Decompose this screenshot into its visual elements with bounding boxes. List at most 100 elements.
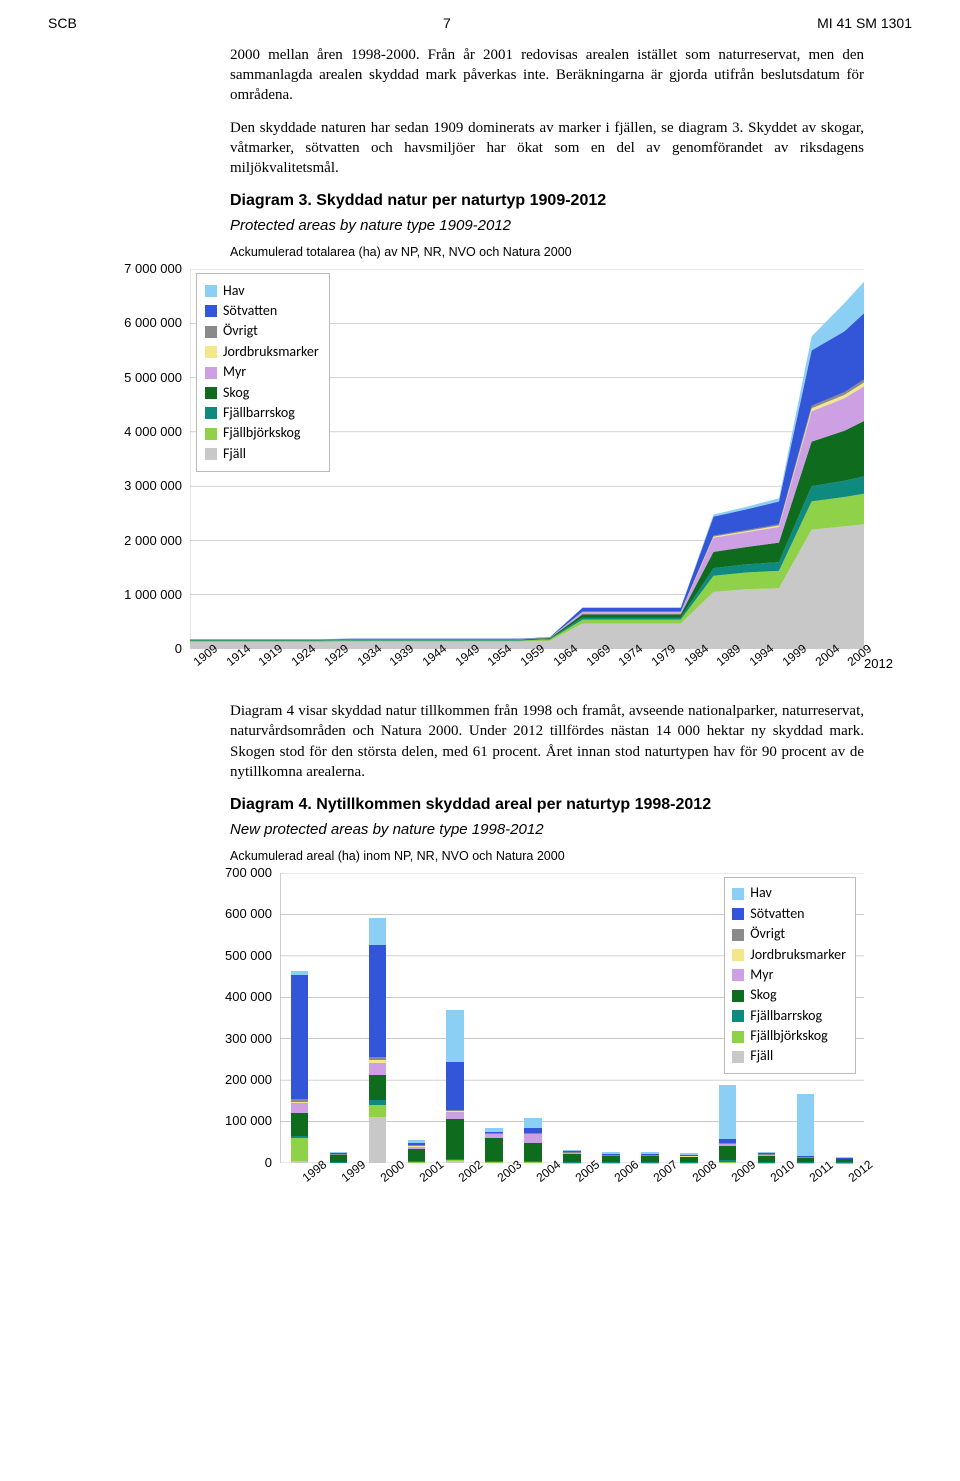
paragraph-1: 2000 mellan åren 1998-2000. Från år 2001… [230,45,864,106]
bar-seg-hav [524,1118,542,1128]
page-header: SCB 7 MI 41 SM 1301 [0,0,960,39]
legend-swatch [732,1010,744,1022]
legend-item-ovr: Övrigt [732,925,846,944]
legend-label: Jordbruksmarker [750,946,846,965]
chart1-y-tick: 2 000 000 [124,532,182,550]
bar-seg-hav [719,1085,737,1139]
legend-label: Skog [223,384,249,403]
legend-swatch [732,1031,744,1043]
diagram3-caption: Ackumulerad totalarea (ha) av NP, NR, NV… [230,244,864,261]
header-left: SCB [48,14,77,33]
bar-seg-myr [330,1154,348,1155]
legend-item-sot: Sötvatten [205,302,319,321]
diagram4-caption: Ackumulerad areal (ha) inom NP, NR, NVO … [230,848,864,865]
bar-seg-hav [291,971,309,975]
bar-seg-ovr [369,1057,387,1060]
bar-2006 [602,873,620,1163]
bar-seg-myr [369,1063,387,1075]
paragraph-3: Diagram 4 visar skyddad natur tillkommen… [230,701,864,782]
bar-seg-sot [602,1154,620,1155]
legend-label: Övrigt [750,925,785,944]
bar-seg-skog [446,1119,464,1158]
bar-seg-sot [330,1153,348,1154]
bar-1999 [330,873,348,1163]
chart1-y-tick: 7 000 000 [124,260,182,278]
chart2-y-axis: 0100 000200 000300 000400 000500 000600 … [210,873,276,1163]
bar-seg-myr [524,1133,542,1142]
bar-seg-sot [369,945,387,1057]
bar-seg-fbar [369,1100,387,1105]
legend-item-hav: Hav [205,282,319,301]
chart2-y-tick: 0 [265,1154,272,1172]
bar-seg-myr [408,1146,426,1148]
chart1-y-axis: 01 000 0002 000 0003 000 0004 000 0005 0… [100,269,186,649]
chart2-y-tick: 600 000 [225,905,272,923]
legend-item-myr: Myr [205,363,319,382]
legend-swatch [205,448,217,460]
bar-seg-hav [641,1152,659,1153]
bar-seg-fbar [446,1159,464,1160]
bar-seg-fjal [485,1162,503,1163]
bar-seg-ovr [446,1110,464,1111]
header-center: 7 [443,14,451,33]
bar-seg-myr [758,1155,776,1156]
bar-seg-skog [291,1113,309,1136]
bar-seg-sot [797,1156,815,1157]
legend-item-sot: Sötvatten [732,905,846,924]
bar-seg-hav [563,1150,581,1152]
legend-label: Hav [223,282,245,301]
legend-label: Fjällbarrskog [223,404,295,423]
bar-seg-skog [680,1157,698,1162]
bar-seg-fbjo [369,1105,387,1117]
bar-seg-myr [602,1155,620,1156]
legend-label: Sötvatten [223,302,277,321]
bar-seg-fbar [291,1136,309,1138]
chart1-y-tick: 4 000 000 [124,423,182,441]
chart1-y-tick: 5 000 000 [124,369,182,387]
bar-2001 [408,873,426,1163]
bar-seg-myr [719,1144,737,1146]
header-right: MI 41 SM 1301 [817,14,912,33]
bar-2003 [485,873,503,1163]
legend-item-skog: Skog [732,986,846,1005]
bar-seg-sot [719,1139,737,1143]
diagram3-heading: Diagram 3. Skyddad natur per naturtyp 19… [230,190,864,212]
bar-seg-jord [291,1102,309,1103]
bar-2007 [641,873,659,1163]
chart2-y-tick: 700 000 [225,864,272,882]
diagram4-chart: 0100 000200 000300 000400 000500 000600 … [210,873,864,1203]
bar-seg-sot [563,1151,581,1152]
legend-swatch [205,407,217,419]
legend-swatch [205,285,217,297]
bar-seg-hav [680,1153,698,1154]
diagram3-chart: 01 000 0002 000 0003 000 0004 000 0005 0… [100,269,864,689]
bar-seg-myr [797,1157,815,1158]
legend-item-skog: Skog [205,384,319,403]
chart2-x-axis: 1998199920002001200220032004200520062007… [280,1167,864,1203]
bar-seg-skog [330,1155,348,1162]
legend-swatch [732,1051,744,1063]
legend-label: Fjällbarrskog [750,1007,822,1026]
bar-seg-skog [719,1146,737,1161]
bar-seg-sot [524,1128,542,1132]
legend-item-fbar: Fjällbarrskog [732,1007,846,1026]
legend-item-ovr: Övrigt [205,322,319,341]
bar-seg-sot [446,1062,464,1110]
bar-seg-skog [797,1158,815,1162]
bar-seg-hav [758,1152,776,1153]
legend-item-jord: Jordbruksmarker [205,343,319,362]
bar-seg-hav [836,1157,854,1158]
bar-seg-jord [369,1060,387,1062]
bar-2005 [563,873,581,1163]
bar-seg-fbjo [446,1160,464,1161]
bar-seg-jord [446,1111,464,1112]
bar-seg-myr [563,1152,581,1153]
legend-swatch [732,990,744,1002]
legend-label: Fjäll [223,445,246,464]
diagram3-subtitle: Protected areas by nature type 1909-2012 [230,216,864,236]
chart2-y-tick: 500 000 [225,947,272,965]
bar-seg-myr [291,1103,309,1113]
bar-seg-skog [485,1138,503,1161]
legend-item-hav: Hav [732,884,846,903]
bar-seg-skog [758,1155,776,1162]
